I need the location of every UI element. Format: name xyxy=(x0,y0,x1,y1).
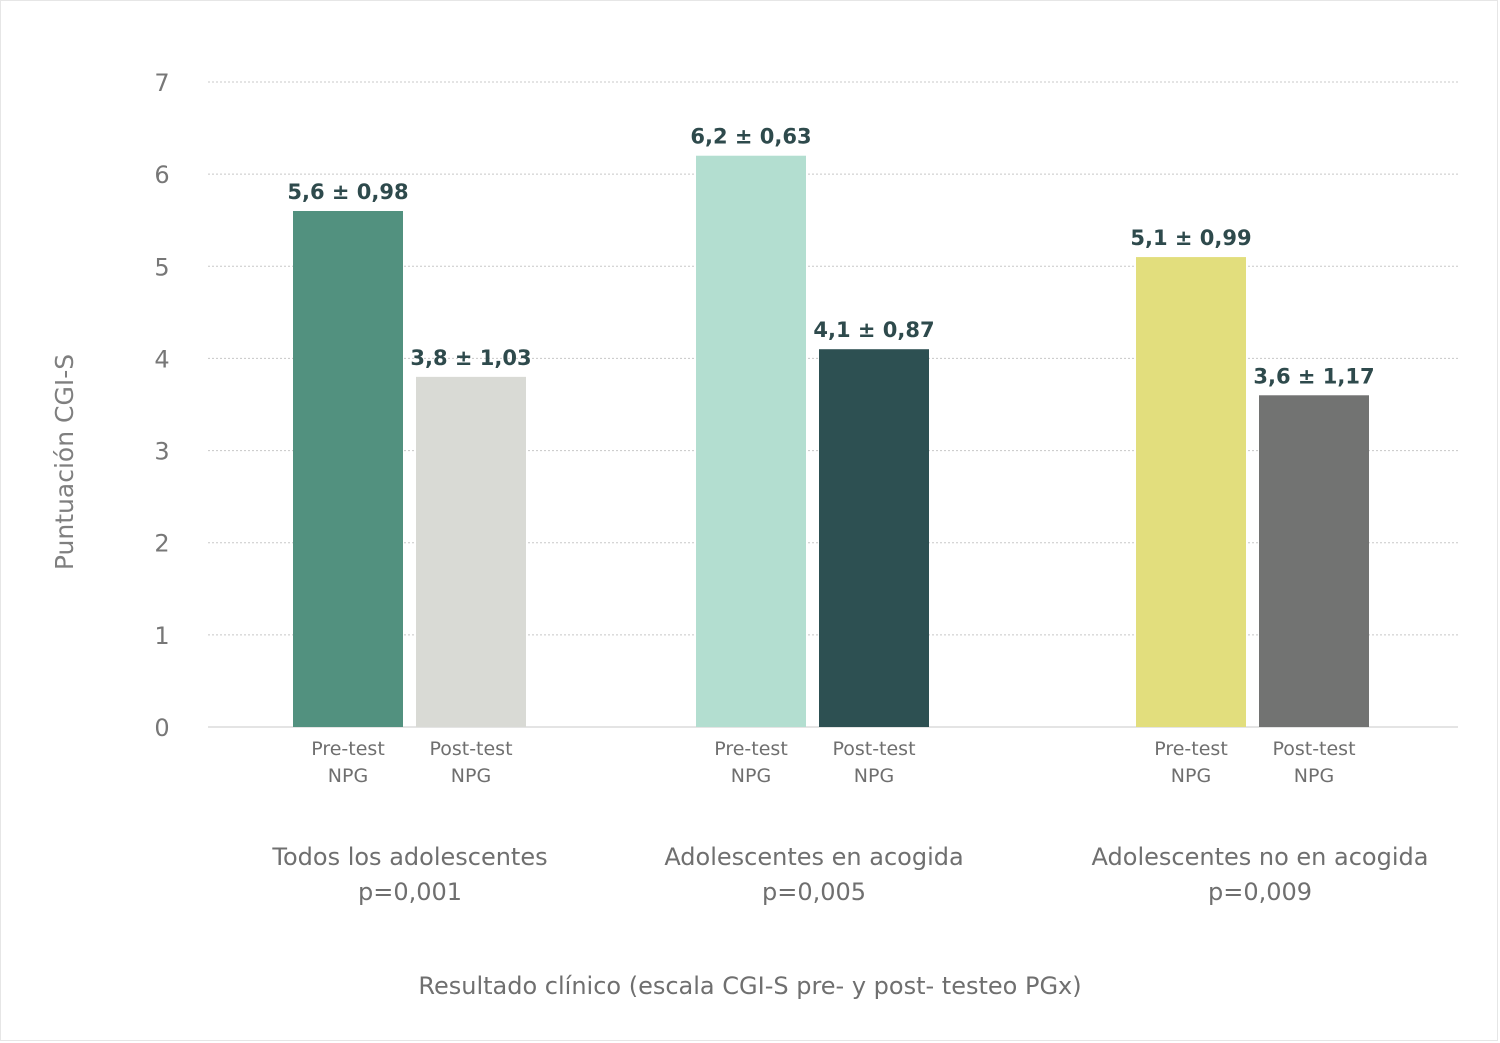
bar-category-label: NPG xyxy=(328,765,368,787)
x-axis-label: Resultado clínico (escala CGI-S pre- y p… xyxy=(418,972,1081,1000)
bar xyxy=(1136,257,1246,727)
group-p-value: p=0,001 xyxy=(358,878,462,906)
bar xyxy=(696,155,806,727)
bar-category-label: Post-test xyxy=(1272,738,1355,760)
bar-category-label: NPG xyxy=(1171,765,1211,787)
group-label: Adolescentes en acogida xyxy=(664,843,963,871)
group-p-value: p=0,009 xyxy=(1208,878,1312,906)
y-tick-label: 4 xyxy=(154,345,169,373)
y-tick-label: 7 xyxy=(154,69,169,97)
bars xyxy=(293,155,1369,727)
bar xyxy=(293,211,403,727)
bar-value-label: 5,1 ± 0,99 xyxy=(1130,226,1251,250)
y-tick-label: 3 xyxy=(154,438,169,466)
bar-value-label: 6,2 ± 0,63 xyxy=(690,125,811,149)
y-tick-label: 6 xyxy=(154,161,169,189)
bar-category-label: NPG xyxy=(854,765,894,787)
bar xyxy=(416,376,526,727)
y-axis-ticks: 0 1 2 3 4 5 6 7 xyxy=(154,69,169,742)
bar-category-label: NPG xyxy=(1294,765,1334,787)
bar-category-label: NPG xyxy=(451,765,491,787)
bar-category-label: Post-test xyxy=(429,738,512,760)
y-axis-label: Puntuación CGI-S xyxy=(50,354,79,570)
bar-value-label: 3,8 ± 1,03 xyxy=(410,346,531,370)
bar xyxy=(819,349,929,727)
group-label: Todos los adolescentes xyxy=(271,843,547,871)
y-tick-label: 0 xyxy=(154,714,169,742)
bar xyxy=(1259,395,1369,727)
bar-value-label: 4,1 ± 0,87 xyxy=(813,318,934,342)
bar-value-label: 5,6 ± 0,98 xyxy=(287,180,408,204)
bar-category-label: NPG xyxy=(731,765,771,787)
y-tick-label: 2 xyxy=(154,530,169,558)
bar-value-label: 3,6 ± 1,17 xyxy=(1253,364,1374,388)
group-label: Adolescentes no en acogida xyxy=(1092,843,1429,871)
bar-category-label: Pre-test xyxy=(1154,738,1228,760)
y-tick-label: 1 xyxy=(154,622,169,650)
bar-category-label: Pre-test xyxy=(311,738,385,760)
y-tick-label: 5 xyxy=(154,253,169,281)
group-p-value: p=0,005 xyxy=(762,878,866,906)
data-labels: 5,6 ± 0,98 Pre-test NPG 3,8 ± 1,03 Post-test… xyxy=(271,125,1428,906)
bar-category-label: Post-test xyxy=(832,738,915,760)
bar-category-label: Pre-test xyxy=(714,738,788,760)
